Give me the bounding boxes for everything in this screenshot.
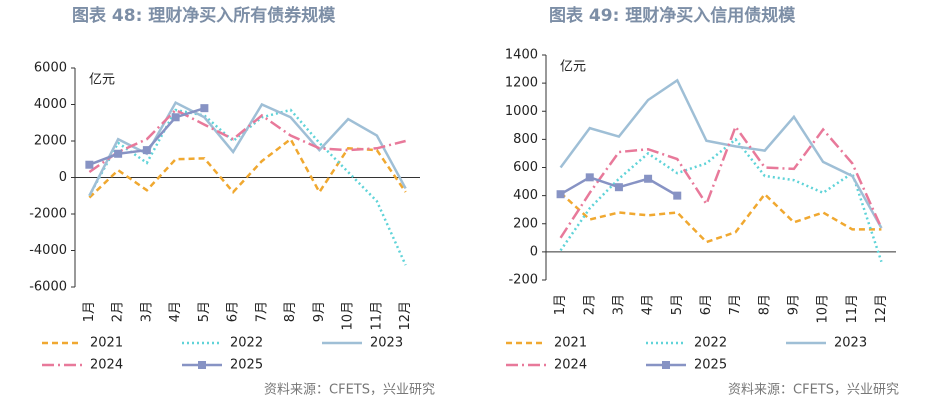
unit-label: 亿元 [89, 73, 115, 88]
legend-label: 2021 [90, 336, 123, 351]
x-tick-label: 12月 [398, 301, 413, 331]
legend-label: 2025 [230, 358, 263, 373]
x-tick-label: 2月 [111, 301, 126, 322]
x-tick-label: 9月 [312, 301, 327, 322]
marker [585, 173, 594, 182]
legend-label: 2025 [694, 358, 727, 373]
series-line [88, 108, 407, 266]
x-tick-label: 1月 [553, 294, 568, 315]
x-tick-label: 11月 [845, 294, 860, 324]
x-tick-label: 3月 [139, 301, 154, 322]
x-tick-label: 4月 [641, 294, 656, 315]
y-tick-label: 6000 [34, 61, 67, 76]
legend-label: 2024 [90, 358, 123, 373]
y-tick-label: 1200 [505, 76, 538, 91]
y-tick-label: -200 [508, 273, 538, 288]
marker [85, 160, 94, 169]
source: 资料来源：CFETS，兴业研究 [264, 383, 435, 398]
y-tick-label: 600 [513, 160, 538, 175]
x-tick-label: 4月 [168, 301, 183, 322]
series-line [559, 137, 883, 263]
x-tick-label: 6月 [226, 301, 241, 322]
y-tick-label: 0 [59, 170, 67, 185]
marker [644, 174, 653, 183]
source: 资料来源：CFETS，兴业研究 [728, 383, 899, 398]
x-tick-label: 6月 [699, 294, 714, 315]
y-tick-label: 200 [513, 216, 538, 231]
y-tick-label: -2000 [29, 207, 67, 222]
legend-marker [662, 361, 670, 369]
chart-title: 图表 48: 理财净买入所有债券规模 [72, 5, 336, 26]
marker [200, 104, 209, 113]
y-tick-label: 400 [513, 188, 538, 203]
y-tick-label: -6000 [29, 280, 67, 295]
x-tick-label: 1月 [82, 301, 97, 322]
marker [614, 183, 623, 192]
series-line [559, 78, 883, 229]
unit-label: 亿元 [560, 60, 586, 75]
x-tick-label: 2月 [582, 294, 597, 315]
x-tick-label: 10月 [816, 294, 831, 324]
y-tick-label: 4000 [34, 97, 67, 112]
series-line [559, 191, 882, 244]
legend-label: 2022 [230, 336, 263, 351]
x-tick-label: 3月 [611, 294, 626, 315]
marker [142, 146, 151, 155]
y-tick-label: 800 [513, 132, 538, 147]
y-tick-label: -4000 [29, 243, 67, 258]
y-tick-label: 1000 [505, 104, 538, 119]
legend-label: 2022 [694, 336, 727, 351]
chart-title: 图表 49: 理财净买入信用债规模 [549, 5, 796, 26]
legend-label: 2023 [370, 336, 403, 351]
x-tick-label: 7月 [728, 294, 743, 315]
legend-marker [198, 361, 206, 369]
marker [171, 113, 180, 122]
legend-label: 2024 [554, 358, 587, 373]
x-tick-label: 8月 [283, 301, 298, 322]
y-tick-label: 1400 [505, 48, 538, 63]
marker [673, 191, 682, 200]
series-line [88, 137, 407, 199]
x-tick-label: 11月 [369, 301, 384, 331]
x-tick-label: 12月 [874, 294, 889, 324]
y-tick-label: 0 [530, 244, 538, 259]
x-tick-label: 9月 [786, 294, 801, 315]
series-line [88, 108, 406, 174]
legend-label: 2023 [834, 336, 867, 351]
x-tick-label: 7月 [254, 301, 269, 322]
x-tick-label: 8月 [757, 294, 772, 315]
x-tick-label: 5月 [670, 294, 685, 315]
y-tick-label: 2000 [34, 134, 67, 149]
marker [114, 149, 123, 158]
x-tick-label: 10月 [341, 301, 356, 331]
marker [556, 190, 565, 199]
x-tick-label: 5月 [197, 301, 212, 322]
legend-label: 2021 [554, 336, 587, 351]
series-line [559, 124, 883, 239]
